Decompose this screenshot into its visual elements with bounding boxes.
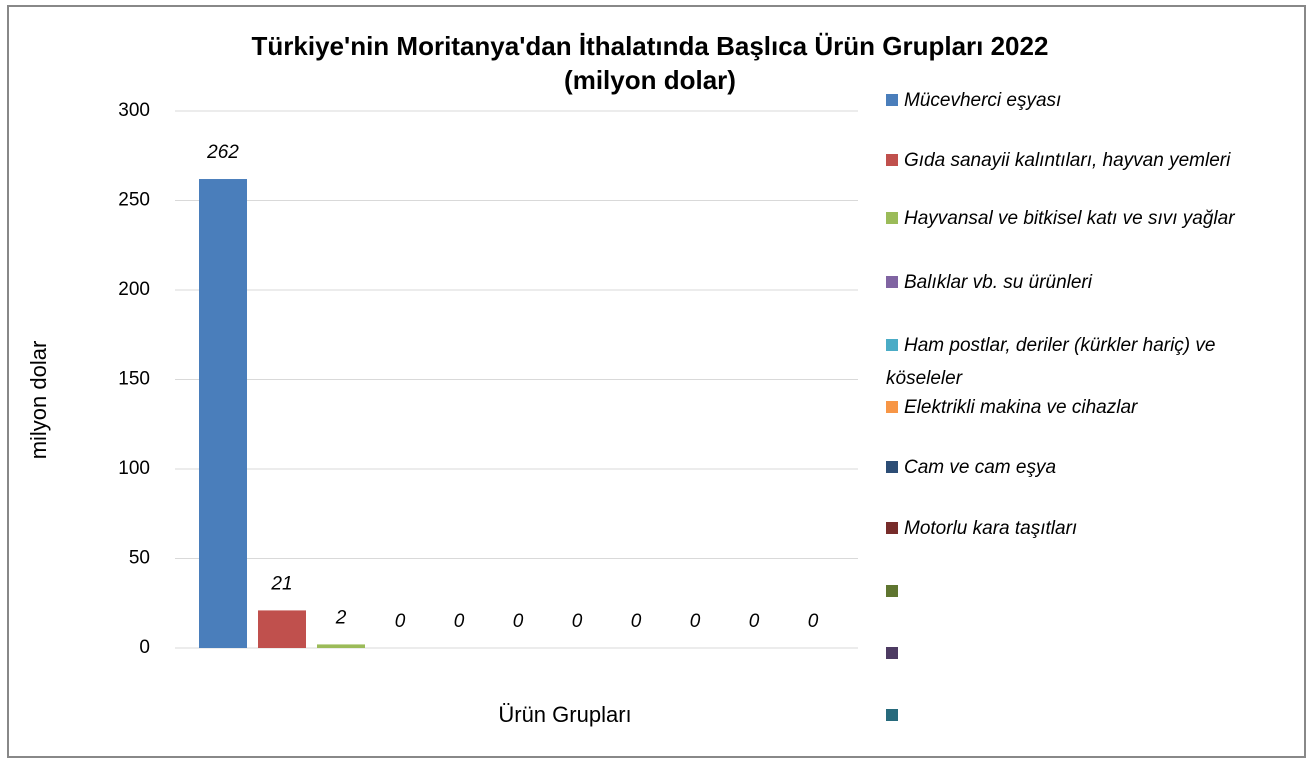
legend-swatch [886,94,898,106]
data-label: 0 [572,611,583,632]
legend-entry: Mücevherci eşyası [886,84,1286,117]
legend-swatch [886,709,898,721]
chart-subtitle: (milyon dolar) [564,65,736,95]
legend-entry: Gıda sanayii kalıntıları, hayvan yemleri [886,144,1286,177]
y-tick-label: 300 [118,100,150,121]
legend-entry: Balıklar vb. su ürünleri [886,266,1286,299]
bar [199,179,247,648]
data-label: 0 [749,611,760,632]
legend-entry [886,575,1286,608]
legend-entry [886,699,1286,732]
legend-label: Gıda sanayii kalıntıları, hayvan yemleri [904,150,1231,171]
legend-label: Motorlu kara taşıtları [904,518,1078,539]
legend-label: Ham postlar, deriler (kürkler hariç) ve … [886,335,1216,389]
y-axis-label: milyon dolar [26,341,51,460]
data-label: 0 [690,611,701,632]
legend-swatch [886,647,898,659]
data-label: 0 [808,611,819,632]
y-tick-label: 100 [118,458,150,479]
data-label: 262 [206,142,239,163]
legend-label: Mücevherci eşyası [904,90,1062,111]
legend-swatch [886,276,898,288]
data-label: 2 [335,607,347,628]
legend-swatch [886,461,898,473]
legend-label: Elektrikli makina ve cihazlar [904,397,1138,418]
bar [317,644,365,648]
legend-entry: Motorlu kara taşıtları [886,512,1286,545]
legend-label: Hayvansal ve bitkisel katı ve sıvı yağla… [904,208,1235,229]
data-label: 0 [395,611,406,632]
legend-swatch [886,401,898,413]
data-label: 0 [513,611,524,632]
y-tick-label: 50 [129,548,150,569]
legend-swatch [886,154,898,166]
legend-swatch [886,522,898,534]
legend-entry [886,637,1286,670]
bar [258,610,306,648]
data-label: 0 [454,611,465,632]
legend-entry: Cam ve cam eşya [886,451,1286,484]
data-label: 21 [270,573,292,594]
legend-entry: Elektrikli makina ve cihazlar [886,391,1286,424]
legend-label: Cam ve cam eşya [904,457,1057,478]
legend-swatch [886,212,898,224]
y-tick-label: 200 [118,279,150,300]
y-tick-label: 150 [118,369,150,390]
data-label: 0 [631,611,642,632]
legend-swatch [886,339,898,351]
y-tick-label: 250 [118,190,150,211]
legend-entry: Hayvansal ve bitkisel katı ve sıvı yağla… [886,202,1286,235]
chart-title: Türkiye'nin Moritanya'dan İthalatında Ba… [252,31,1049,61]
legend-swatch [886,585,898,597]
legend-entry: Ham postlar, deriler (kürkler hariç) ve … [886,329,1286,395]
legend-label: Balıklar vb. su ürünleri [904,272,1092,293]
x-axis-label: Ürün Grupları [498,702,631,727]
y-tick-label: 0 [139,637,150,658]
